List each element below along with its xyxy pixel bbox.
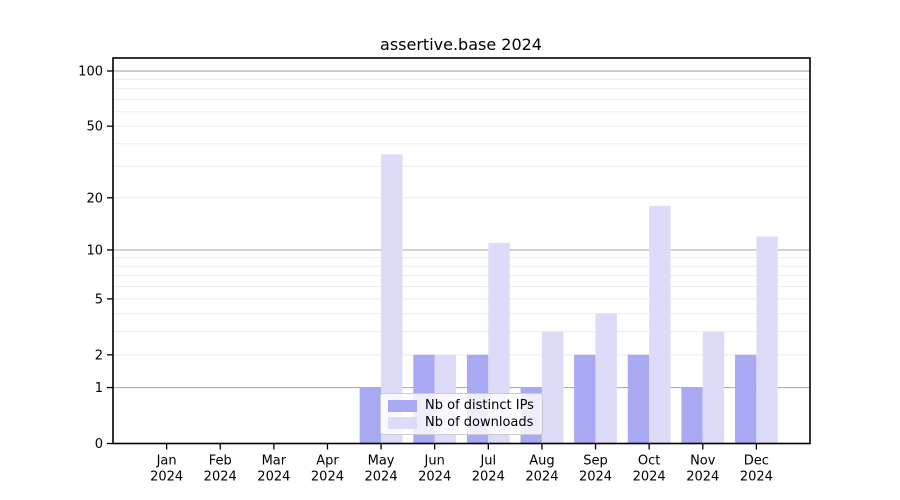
x-tick-label-year: 2024 — [525, 470, 558, 485]
chart-title: assertive.base 2024 — [380, 35, 542, 54]
y-tick-label: 20 — [86, 191, 103, 206]
x-tick-label-month: May — [368, 454, 395, 469]
x-tick-label-month: Jun — [424, 454, 445, 469]
legend-item-distinct-ips: Nb of distinct IPs — [381, 399, 542, 412]
legend-swatch-downloads — [388, 416, 417, 429]
x-tick-label-month: Dec — [744, 454, 769, 469]
x-tick-label-year: 2024 — [204, 470, 237, 485]
bar-downloads — [649, 205, 671, 444]
bar-downloads — [702, 331, 725, 444]
x-tick-label-month: Nov — [690, 454, 716, 469]
legend-item-downloads: Nb of downloads — [381, 416, 542, 429]
y-tick-label: 2 — [95, 348, 103, 363]
x-tick-label-year: 2024 — [257, 470, 290, 485]
x-tick-label-month: Jul — [479, 454, 496, 469]
bar-downloads — [595, 313, 617, 444]
plot-border — [112, 57, 811, 445]
bar-downloads — [756, 236, 778, 444]
axes-group — [107, 57, 811, 450]
x-tick-label-year: 2024 — [311, 470, 344, 485]
bar-distinct-ips — [681, 387, 703, 444]
legend: Nb of distinct IPs Nb of downloads — [380, 393, 543, 435]
x-tick-label-year: 2024 — [472, 470, 505, 485]
x-tick-label-month: Apr — [316, 454, 339, 469]
x-tick-label-year: 2024 — [418, 470, 451, 485]
x-tick-label-year: 2024 — [365, 470, 398, 485]
x-tick-label-month: Aug — [529, 454, 554, 469]
y-tick-label: 100 — [78, 65, 103, 80]
x-tick-label-year: 2024 — [633, 470, 666, 485]
x-tick-label-month: Jan — [156, 454, 177, 469]
y-tick-label: 5 — [95, 292, 103, 307]
x-tick-label-month: Feb — [209, 454, 232, 469]
x-tick-label-year: 2024 — [579, 470, 612, 485]
bar-distinct-ips — [734, 354, 757, 444]
x-tick-label-month: Oct — [638, 454, 660, 469]
bar-distinct-ips — [627, 354, 650, 444]
y-tick-label: 50 — [86, 120, 103, 135]
x-tick-label-month: Mar — [262, 454, 287, 469]
y-tick-label: 1 — [95, 381, 103, 396]
legend-label-distinct-ips: Nb of distinct IPs — [425, 398, 534, 413]
x-tick-label-year: 2024 — [150, 470, 183, 485]
tick-labels-group: 0125102050100Jan2024Feb2024Mar2024Apr202… — [78, 65, 773, 485]
bar-downloads — [381, 154, 403, 444]
x-tick-label-month: Sep — [583, 454, 608, 469]
legend-swatch-distinct-ips — [388, 399, 417, 412]
x-tick-label-year: 2024 — [740, 470, 773, 485]
bar-downloads — [541, 331, 564, 444]
y-tick-label: 0 — [95, 437, 103, 452]
bar-distinct-ips — [574, 354, 596, 444]
gridlines-group — [113, 70, 810, 389]
y-tick-label: 10 — [86, 243, 103, 258]
bar-distinct-ips — [359, 387, 382, 444]
x-tick-label-year: 2024 — [686, 470, 719, 485]
legend-label-downloads: Nb of downloads — [425, 415, 534, 430]
